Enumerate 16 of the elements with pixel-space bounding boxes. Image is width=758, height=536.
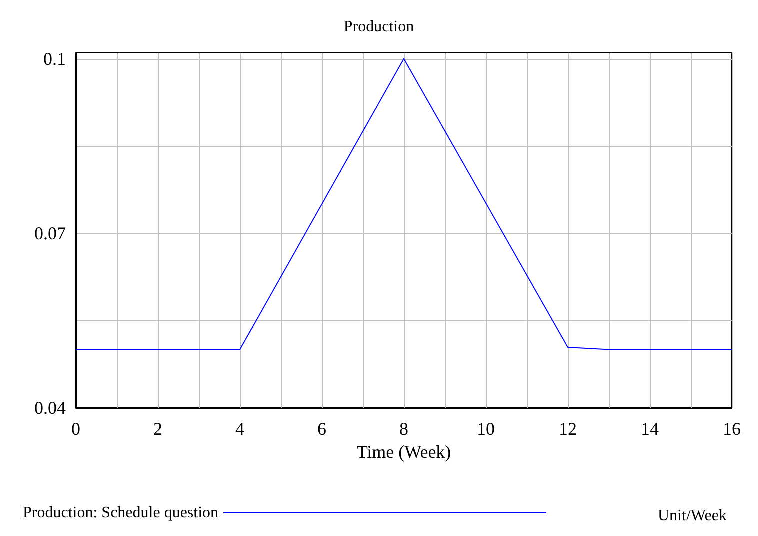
x-axis-title: Time (Week) — [356, 442, 452, 462]
text: Unit/Week — [658, 508, 727, 524]
y-tick-label: 0.1 — [44, 48, 66, 69]
x-tick-label: 8 — [400, 419, 408, 439]
chart-title: Production — [344, 18, 414, 36]
y-tick-label: 0.04 — [34, 398, 66, 418]
x-tick-label: 4 — [236, 419, 244, 439]
x-tick-label: 0 — [72, 419, 80, 439]
text: Production: Schedule question — [23, 504, 219, 522]
x-tick-label: 14 — [641, 419, 659, 439]
x-tick-label: 16 — [723, 419, 741, 439]
x-tick-label: 12 — [559, 419, 577, 439]
x-tick-label: 2 — [154, 419, 162, 439]
x-tick-label: 10 — [477, 419, 495, 439]
y-tick-label: 0.07 — [34, 223, 66, 244]
x-tick-label: 6 — [318, 419, 326, 439]
